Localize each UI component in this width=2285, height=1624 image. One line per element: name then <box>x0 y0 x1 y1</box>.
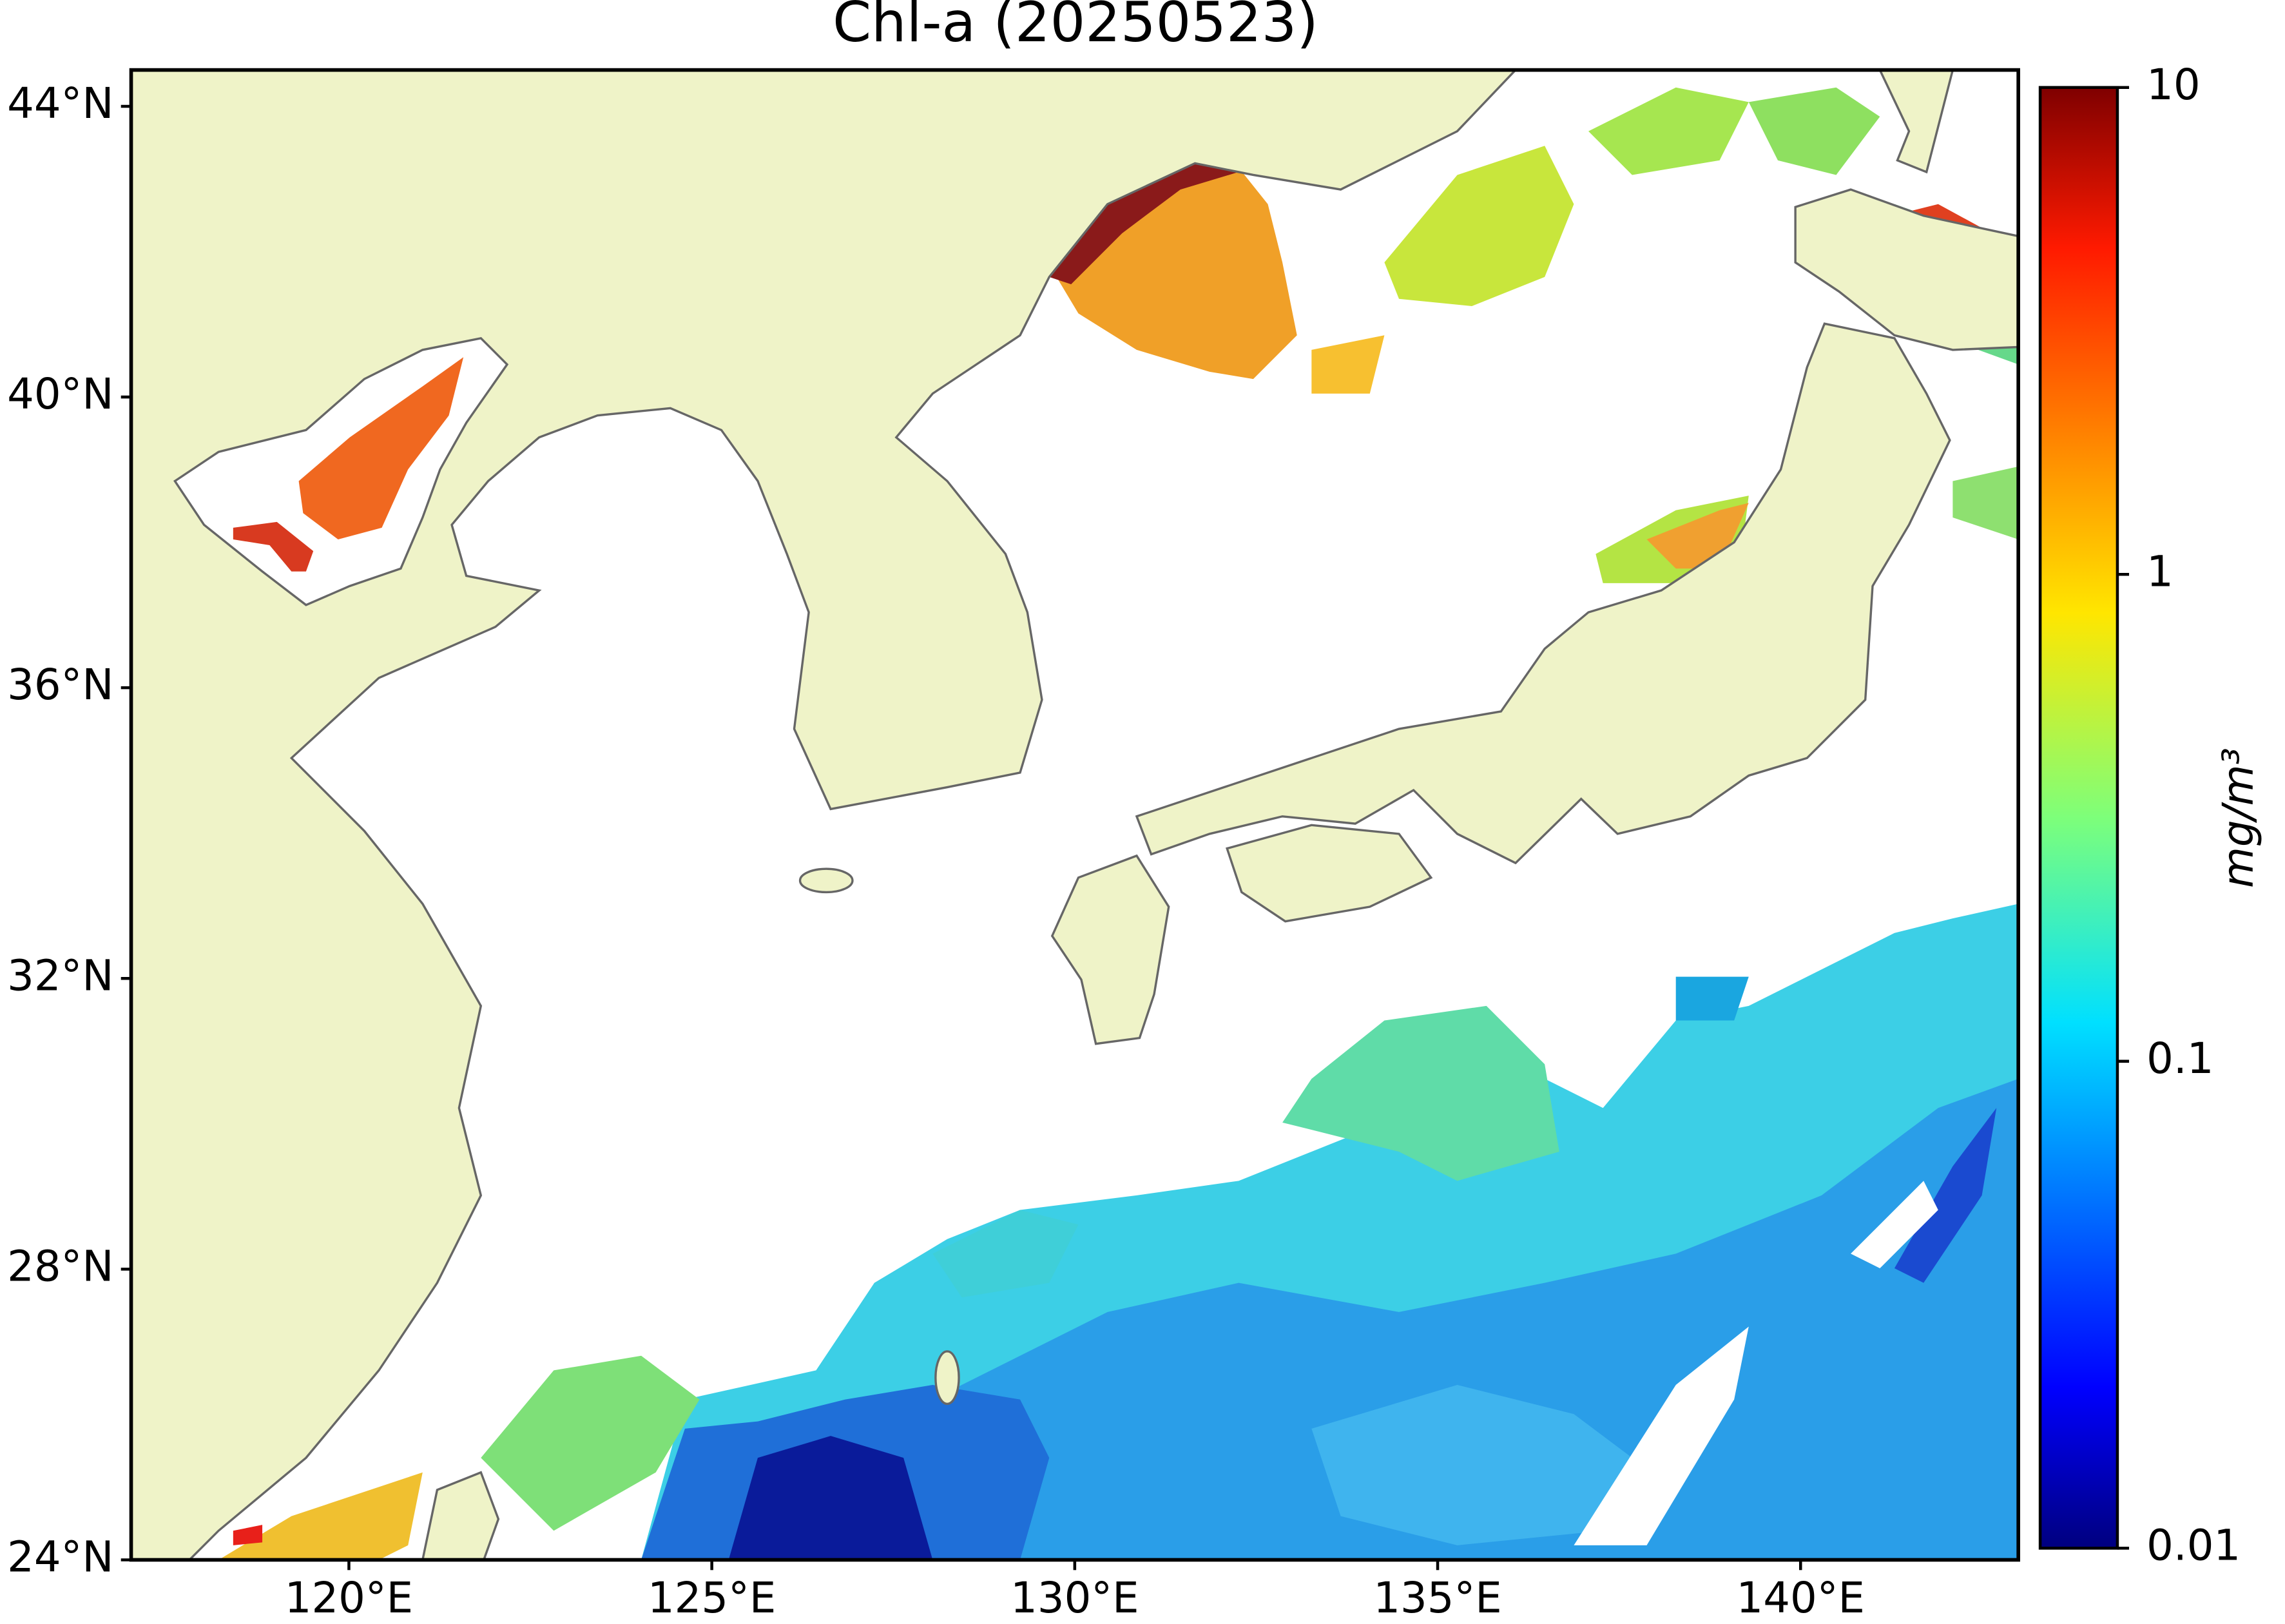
x-tick-label: 140°E <box>1737 1574 1865 1623</box>
y-tick-label: 36°N <box>7 661 113 710</box>
y-tick-label: 40°N <box>7 370 113 419</box>
x-tick-label: 120°E <box>285 1574 413 1623</box>
map-area <box>131 70 2019 1560</box>
colorbar-tick-label: 0.1 <box>2146 1034 2213 1083</box>
y-tick-label: 28°N <box>7 1242 113 1291</box>
colorbar-tick-label: 0.01 <box>2146 1521 2241 1570</box>
colorbar-tick-label: 1 <box>2146 547 2174 596</box>
colorbar-label: mg/m³ <box>2214 748 2263 888</box>
x-tick-label: 130°E <box>1010 1574 1139 1623</box>
y-tick-label: 32°N <box>7 951 113 1000</box>
x-tick-label: 135°E <box>1373 1574 1501 1623</box>
colorbar <box>2038 86 2119 1550</box>
map-title: Chl-a (20250523) <box>833 0 1318 55</box>
y-tick-label: 44°N <box>7 79 113 128</box>
colorbar-tick-label: 10 <box>2146 61 2200 110</box>
x-tick-label: 125°E <box>648 1574 776 1623</box>
y-tick-label: 24°N <box>7 1533 113 1582</box>
